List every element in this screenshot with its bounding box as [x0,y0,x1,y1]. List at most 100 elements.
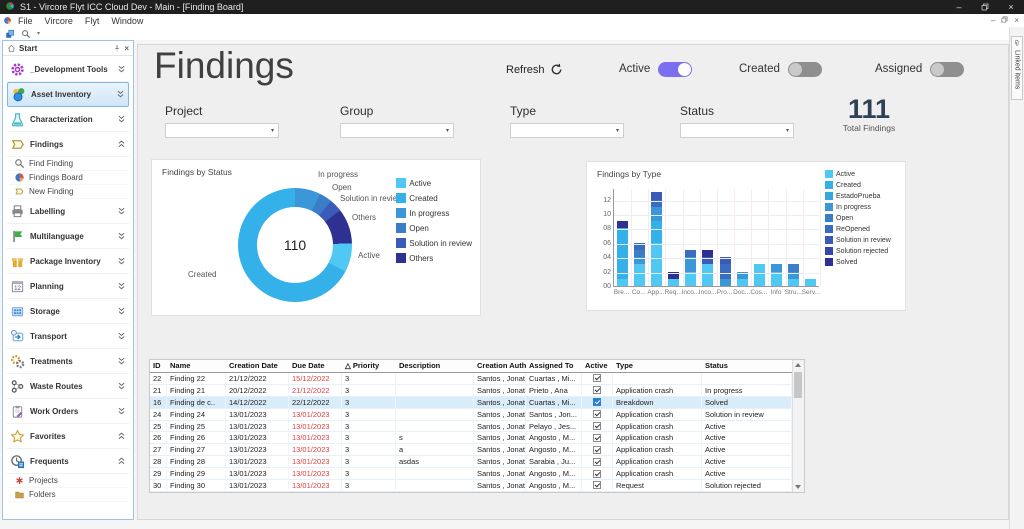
pin-icon[interactable] [113,44,121,52]
windows-cascade-icon[interactable] [5,29,15,39]
chevron-up-icon[interactable] [117,457,126,466]
sidebar-item-multilanguage[interactable]: Multilanguage [7,224,129,249]
active-checkbox[interactable] [593,445,601,454]
stacked-bar[interactable] [634,242,646,286]
menu-item-flyt[interactable]: Flyt [84,15,100,26]
chevron-down-icon[interactable] [116,90,125,99]
column-header-id[interactable]: ID [153,361,161,370]
column-header-description[interactable]: Description [399,361,441,370]
stacked-bar[interactable] [651,192,663,286]
refresh-button[interactable]: Refresh [506,63,563,76]
sidebar-item-work-orders[interactable]: Work Orders [7,399,129,424]
column-header-status[interactable]: Status [705,361,728,370]
mdi-minimize-button[interactable]: – [990,16,996,25]
active-checkbox[interactable] [593,398,601,407]
mdi-close-button[interactable]: × [1014,16,1019,25]
toolbar-overflow-caret-icon[interactable]: ▾ [37,31,41,37]
sidebar-item-favorites[interactable]: Favorites [7,424,129,449]
table-row[interactable]: 26 Finding 26 13/01/2023 13/01/2023 3 s Santos… [150,432,792,445]
filter-dropdown-group[interactable]: ▾ [340,123,454,138]
search-icon[interactable] [21,29,31,39]
active-checkbox[interactable] [593,469,601,478]
stacked-bar[interactable] [787,264,799,286]
minimize-button[interactable]: – [956,2,962,12]
stacked-bar[interactable] [617,221,629,286]
table-row[interactable]: 24 Finding 24 13/01/2023 13/01/2023 3 Santos … [150,408,792,421]
sidebar-subitem-findings-board[interactable]: Findings Board [7,171,129,185]
stacked-bar[interactable] [736,271,748,286]
chevron-down-icon[interactable] [117,307,126,316]
stacked-bar[interactable] [770,264,782,286]
chevron-up-icon[interactable] [117,140,126,149]
sidebar-item-frequents[interactable]: Frequents [7,449,129,474]
chevron-down-icon[interactable] [117,232,126,241]
active-checkbox[interactable] [593,481,601,490]
column-header-name[interactable]: Name [170,361,191,370]
active-checkbox[interactable] [593,433,601,442]
chevron-down-icon[interactable] [117,382,126,391]
sidebar-close-icon[interactable]: × [124,43,129,53]
sidebar-item-package-inventory[interactable]: Package Inventory [7,249,129,274]
stacked-bar[interactable] [685,250,697,286]
table-row[interactable]: 27 Finding 27 13/01/2023 13/01/2023 3 a Santos… [150,444,792,457]
chevron-down-icon[interactable] [117,332,126,341]
sidebar-item-characterization[interactable]: Characterization [7,107,129,132]
toggle-switch-assigned[interactable] [930,61,965,77]
active-checkbox[interactable] [593,386,601,395]
chevron-up-icon[interactable] [117,432,126,441]
table-row[interactable]: 21 Finding 21 20/12/2022 21/12/2022 3 Santos … [150,384,792,397]
toggle-switch-created[interactable] [787,61,822,77]
chevron-down-icon[interactable] [117,282,126,291]
sidebar-item-treatments[interactable]: Treatments [7,349,129,374]
scrollbar-thumb[interactable] [794,372,802,398]
stacked-bar[interactable] [804,278,816,286]
active-checkbox[interactable] [593,374,601,383]
sidebar-item-asset-inventory[interactable]: Asset Inventory [7,82,129,107]
table-row[interactable]: 30 Finding 30 13/01/2023 13/01/2023 3 Santos … [150,480,792,492]
column-header-due-date[interactable]: Due Date [292,361,325,370]
sidebar-item-waste-routes[interactable]: Waste Routes [7,374,129,399]
chevron-down-icon[interactable] [117,407,126,416]
sidebar-item-development-tools[interactable]: _Development Tools [7,57,129,82]
stacked-bar[interactable] [702,250,714,286]
sidebar-item-planning[interactable]: 12 Planning [7,274,129,299]
sidebar-subitem-folders[interactable]: Folders [7,488,129,502]
filter-dropdown-status[interactable]: ▾ [680,123,794,138]
filter-dropdown-type[interactable]: ▾ [510,123,624,138]
sidebar-subitem-projects[interactable]: Projects [7,474,129,488]
linked-items-tab[interactable]: Linked items [1011,36,1023,100]
menu-item-file[interactable]: File [18,15,33,26]
menu-item-vircore[interactable]: Vircore [44,15,73,26]
status-donut-chart[interactable]: 110 [238,188,352,302]
column-header-creation-author[interactable]: Creation Author [477,361,526,370]
column-header-priority[interactable]: △ Priority [345,361,380,370]
sidebar-subitem-new-finding[interactable]: New Finding [7,185,129,199]
toggle-switch-active[interactable] [658,61,693,77]
type-bar-chart[interactable] [613,189,821,287]
active-checkbox[interactable] [593,410,601,419]
filter-dropdown-project[interactable]: ▾ [165,123,279,138]
chevron-down-icon[interactable] [117,115,126,124]
menu-item-window[interactable]: Window [111,15,144,26]
sidebar-item-findings[interactable]: Findings [7,132,129,157]
chevron-down-icon[interactable] [117,357,126,366]
sidebar-item-labelling[interactable]: Labelling [7,199,129,224]
table-row[interactable]: 16 Finding de c.. 14/12/2022 22/12/2022 3 San… [150,396,792,409]
table-row[interactable]: 22 Finding 22 21/12/2022 15/12/2022 3 Santos … [150,373,792,385]
table-scrollbar[interactable] [792,360,804,492]
sidebar-item-storage[interactable]: Storage [7,299,129,324]
column-header-type[interactable]: Type [616,361,633,370]
table-row[interactable]: 28 Finding 28 13/01/2023 13/01/2023 3 asdas Sa… [150,456,792,469]
sidebar-subitem-find-finding[interactable]: Find Finding [7,157,129,171]
chevron-down-icon[interactable] [117,65,126,74]
restore-button[interactable] [972,0,998,14]
active-checkbox[interactable] [593,457,601,466]
active-checkbox[interactable] [593,422,601,430]
table-row[interactable]: 25 Finding 25 13/01/2023 13/01/2023 3 Santos … [150,420,792,433]
column-header-creation-date[interactable]: Creation Date [229,361,278,370]
stacked-bar[interactable] [719,257,731,286]
scroll-down-icon[interactable] [793,482,803,492]
chevron-down-icon[interactable] [117,207,126,216]
mdi-restore-button[interactable] [1001,16,1008,25]
scroll-up-icon[interactable] [793,360,803,370]
